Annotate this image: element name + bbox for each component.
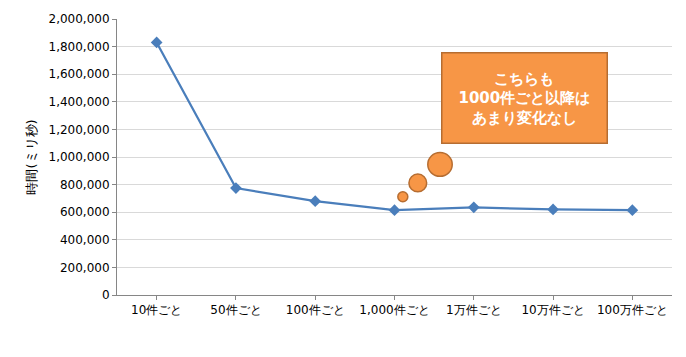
- svg-text:600,000: 600,000: [60, 205, 110, 219]
- svg-text:1,600,000: 1,600,000: [49, 67, 110, 81]
- svg-text:0: 0: [102, 288, 110, 302]
- svg-text:200,000: 200,000: [60, 261, 110, 275]
- svg-text:1万件ごと: 1万件ごと: [446, 303, 502, 317]
- svg-text:1,200,000: 1,200,000: [49, 123, 110, 137]
- svg-text:10万件ごと: 10万件ごと: [521, 303, 584, 317]
- svg-text:100万件ごと: 100万件ごと: [597, 303, 668, 317]
- svg-text:50件ごと: 50件ごと: [210, 303, 261, 317]
- svg-text:10件ごと: 10件ごと: [131, 303, 182, 317]
- svg-text:400,000: 400,000: [60, 233, 110, 247]
- svg-text:800,000: 800,000: [60, 178, 110, 192]
- svg-text:こちらも1000件ごと以降はあまり変化なし: こちらも1000件ごと以降はあまり変化なし: [459, 70, 591, 127]
- svg-text:1,800,000: 1,800,000: [49, 40, 110, 54]
- svg-text:2,000,000: 2,000,000: [49, 12, 110, 26]
- svg-text:1,400,000: 1,400,000: [49, 95, 110, 109]
- svg-text:1,000件ごと: 1,000件ごと: [359, 303, 429, 317]
- svg-text:時間(ミリ秒): 時間(ミリ秒): [24, 119, 39, 194]
- svg-text:100件ごと: 100件ごと: [286, 303, 345, 317]
- svg-text:1,000,000: 1,000,000: [49, 150, 110, 164]
